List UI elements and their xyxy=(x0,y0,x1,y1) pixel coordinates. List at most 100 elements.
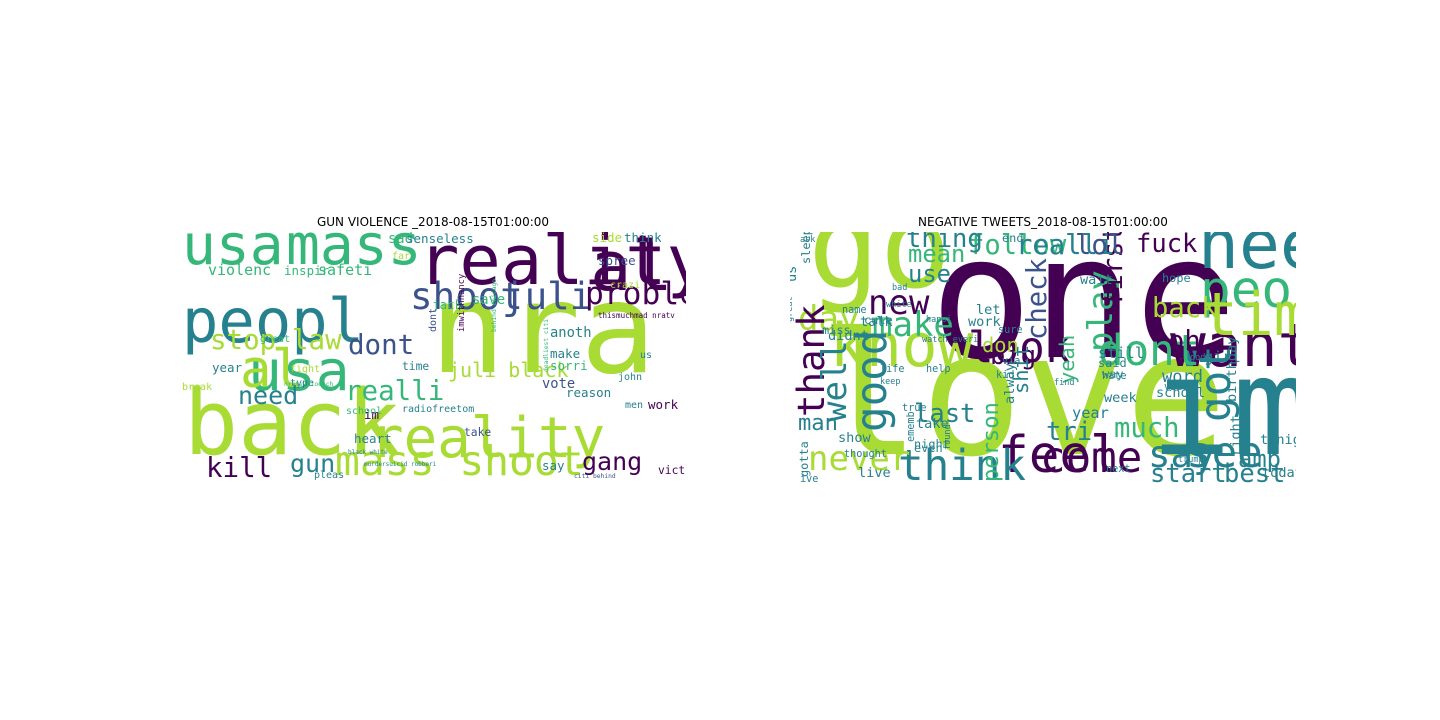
word-juli-black: juli black xyxy=(448,358,568,382)
word-trump: trump xyxy=(1178,455,1204,465)
word-kid: kid xyxy=(996,370,1014,381)
word-side: side xyxy=(592,232,622,245)
word-shit: shit xyxy=(1009,345,1033,394)
word-one: one xyxy=(930,232,1237,398)
word-feel: feel xyxy=(998,426,1121,485)
word-spree: spree xyxy=(598,253,636,268)
word-let: let xyxy=(976,302,1001,318)
word-video: video xyxy=(1164,382,1195,393)
word-ive: ive xyxy=(800,474,818,485)
word-men: men xyxy=(625,400,643,411)
word-birthday: birthday xyxy=(1224,337,1240,402)
word-school: school xyxy=(1156,385,1205,401)
word-senseless: senseless xyxy=(406,232,474,246)
word-got: got xyxy=(1192,345,1241,422)
word-year: year xyxy=(212,360,243,375)
word-school: school xyxy=(346,406,382,417)
word-today: today xyxy=(1262,465,1296,481)
word-behind-chicago: behind chicago xyxy=(491,279,498,332)
word-save: save xyxy=(472,292,505,308)
word-start: start xyxy=(1150,459,1227,485)
word-girl: girl xyxy=(1204,348,1241,366)
word-good: good xyxy=(848,330,897,432)
word-yeah: yeah xyxy=(1055,335,1079,384)
word-god: god xyxy=(1190,353,1205,363)
word-sleep: sleep xyxy=(799,232,813,264)
word-day: day xyxy=(798,299,859,339)
word-true: true xyxy=(902,403,927,414)
word-big: big xyxy=(990,341,1036,371)
word-dont: dont xyxy=(348,329,414,361)
word-go: go xyxy=(808,232,951,316)
word-look: look xyxy=(968,324,1070,373)
word-peopl: peopl xyxy=(182,287,364,357)
word-sad: sad xyxy=(388,232,413,247)
word-best: best xyxy=(1224,459,1285,485)
word-last: last xyxy=(914,399,975,429)
word-sure: sure xyxy=(998,325,1023,336)
word-find: find xyxy=(1054,378,1074,388)
word-still: still xyxy=(1098,344,1144,362)
word-even: even xyxy=(914,441,943,455)
word-life: life xyxy=(880,364,905,375)
word-keep: keep xyxy=(880,377,900,387)
word-mean: mean xyxy=(908,240,965,268)
word-time: time xyxy=(1202,281,1296,350)
word-deadliest-citi: deadliest citi xyxy=(543,319,550,372)
word-great: great xyxy=(790,296,795,322)
word-anoth: anoth xyxy=(550,325,592,341)
word-black-white: black white xyxy=(348,449,388,456)
word-show: show xyxy=(838,430,872,446)
word-victim: victim xyxy=(658,464,686,477)
word-ask: ask xyxy=(800,235,815,245)
word-tri: tri xyxy=(1046,417,1092,447)
word-thismuchmad-nratv: thismuchmad nratv xyxy=(598,311,675,320)
word-didnt: didnt xyxy=(828,328,869,344)
word-mass-shoot: mass shoot xyxy=(335,437,584,485)
word-think: think xyxy=(624,232,662,245)
word-nratv-dloesch: nratv dloesch xyxy=(284,381,333,388)
word-reality: reality xyxy=(418,232,686,301)
word-im: im xyxy=(1150,329,1296,485)
word-say: say xyxy=(1148,432,1216,476)
word-realli: realli xyxy=(345,375,444,407)
word-watch-everi: watch everi xyxy=(922,335,978,345)
word-great: great xyxy=(260,334,290,345)
word-first: first xyxy=(1098,232,1129,307)
word-night: night xyxy=(914,437,950,451)
word-al: al xyxy=(590,232,673,307)
word-oh: oh xyxy=(1168,326,1201,357)
word-wait: wait xyxy=(1080,272,1113,288)
word-us: us xyxy=(640,350,652,361)
word-stop: stop xyxy=(210,324,276,356)
word-gotta: gotta xyxy=(797,441,811,477)
word-miss: miss xyxy=(822,323,851,337)
word-lol: lol xyxy=(1075,232,1124,261)
word-dont: dont xyxy=(428,308,439,332)
word-see: see xyxy=(1186,429,1263,478)
word-via: via xyxy=(1002,356,1020,367)
word-hope: hope xyxy=(1162,271,1191,285)
word-word: word xyxy=(1162,367,1203,387)
word-usa: usa xyxy=(182,232,284,278)
word-bad: bad xyxy=(892,283,907,293)
word-problem: problem xyxy=(585,276,686,312)
word-amp: amp xyxy=(1238,445,1281,473)
word-violenc: violenc xyxy=(208,261,271,279)
word-don: don xyxy=(982,333,1019,357)
word-nra: nra xyxy=(430,257,656,402)
word-vote: vote xyxy=(542,376,575,392)
word-john: john xyxy=(618,372,642,383)
word-name: name xyxy=(842,305,867,316)
word-thank: thank xyxy=(790,304,833,417)
word-law: law xyxy=(292,324,342,356)
word-pleas: pleas xyxy=(314,470,344,481)
word-reason: reason xyxy=(566,385,611,400)
word-thought: thought xyxy=(844,449,887,460)
word-next: next xyxy=(1106,464,1131,475)
word-mass: mass xyxy=(286,232,422,278)
word-work: work xyxy=(648,397,679,412)
word-new: new xyxy=(868,283,930,323)
